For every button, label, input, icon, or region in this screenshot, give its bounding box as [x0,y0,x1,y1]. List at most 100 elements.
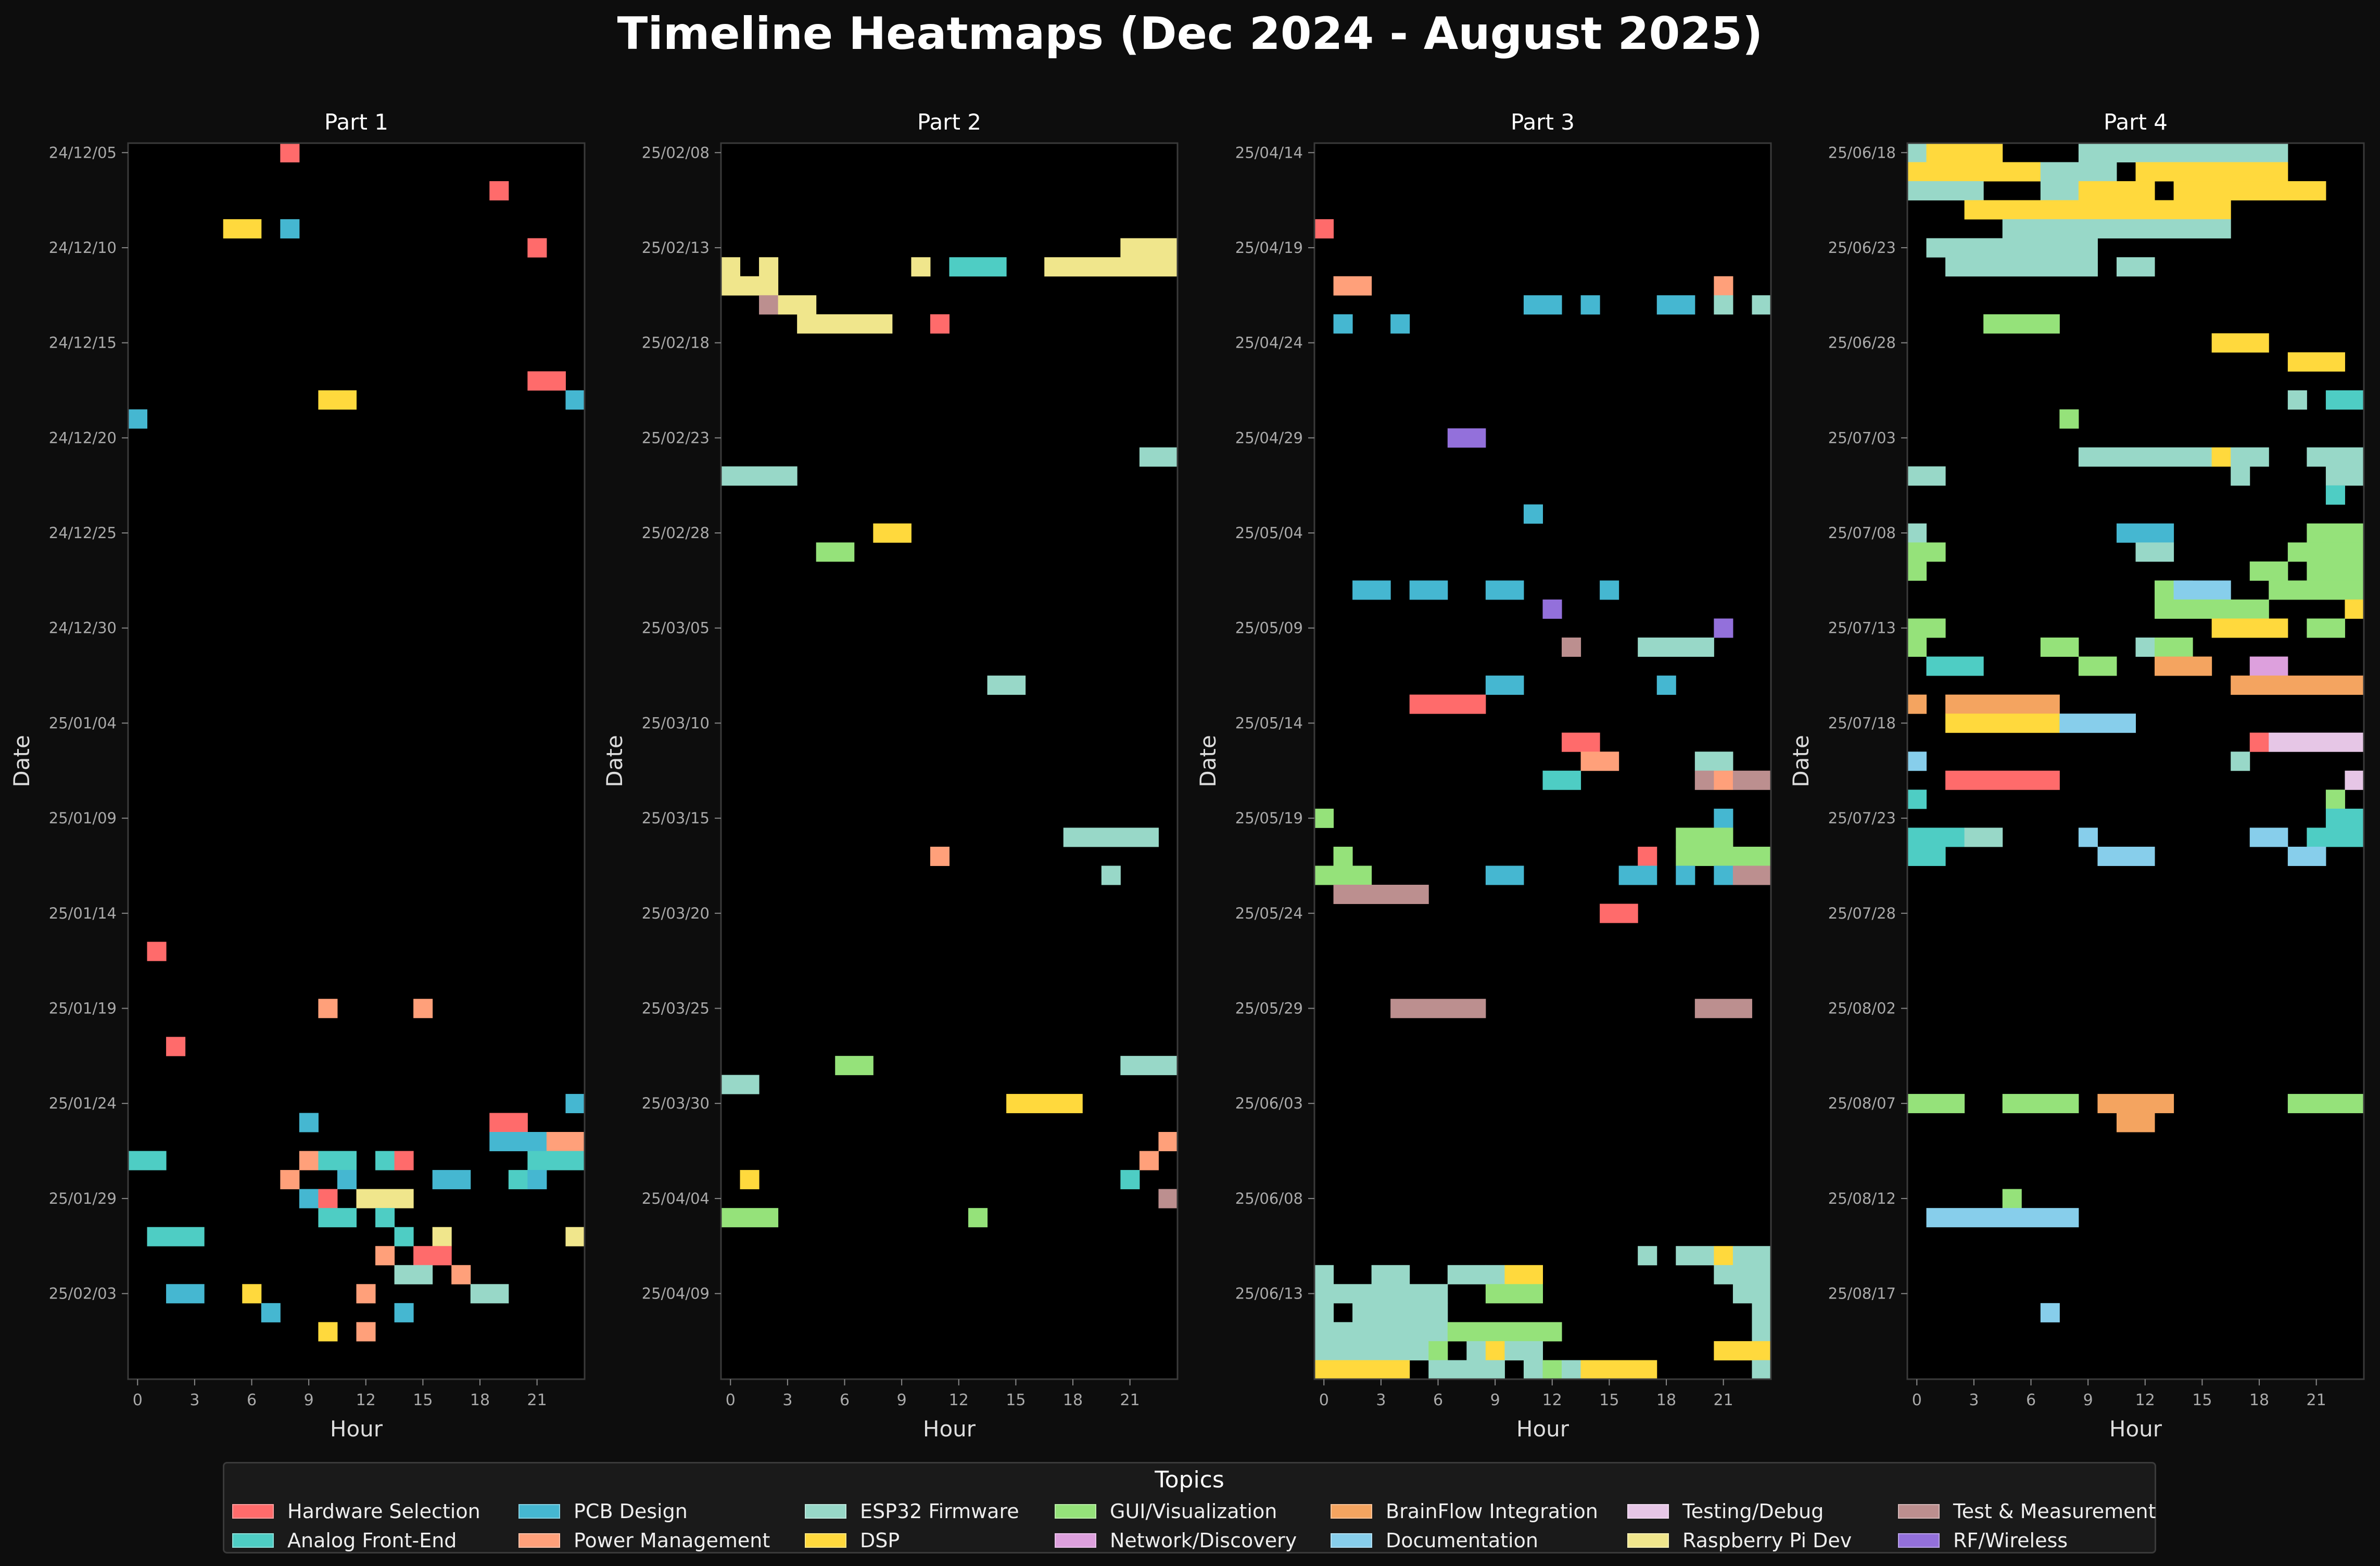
x-tick-label: 6 [840,1391,850,1409]
x-tick-label: 6 [2026,1391,2036,1409]
heatmap-cell [1907,846,1946,866]
heatmap-cell [2002,1093,2079,1113]
heatmap-cell [1964,827,2003,847]
heatmap-cell [1732,1284,1771,1304]
x-axis-label: Hour [330,1416,383,1442]
heatmap-cell [527,371,566,391]
heatmap-cell [721,1208,779,1228]
heatmap-cell [565,390,585,410]
heatmap-cell [1926,656,1984,676]
heatmap-cell [2211,333,2269,353]
heatmap-cell [394,1303,414,1322]
heatmap-cell [949,257,1007,277]
y-axis-label: Date [9,735,34,787]
heatmap-cell [1333,276,1372,296]
x-tick-label: 18 [470,1391,490,1409]
y-tick-label: 25/08/12 [1828,1190,1896,1207]
legend-item: Analog Front-End [232,1529,457,1552]
heatmap-cell [1333,314,1353,334]
legend-label: Network/Discovery [1110,1529,1297,1552]
heatmap-cell [2231,466,2250,486]
heatmap-cell [1139,1151,1159,1170]
heatmap-cell [356,1284,376,1304]
heatmap-cell [2307,447,2364,467]
y-axis-label: Date [1788,735,1814,787]
y-tick-label: 24/12/25 [49,524,117,542]
heatmap-cell [2325,390,2364,410]
x-tick-label: 3 [1376,1391,1386,1409]
heatmap-cell [1907,561,1927,581]
y-tick-label: 25/02/08 [642,144,710,161]
heatmap-cell [1732,1246,1771,1266]
panel-title: Part 3 [1511,109,1575,135]
y-tick-label: 25/05/19 [1235,809,1303,827]
heatmap-cell [721,257,741,277]
heatmap-cell [1907,827,1965,847]
heatmap-cell [1333,846,1353,866]
heatmap-cell [1333,885,1429,905]
heatmap-cell [2155,656,2212,676]
legend-label: DSP [860,1529,900,1552]
heatmap-cell [280,219,300,239]
plot-area [1907,143,2364,1379]
x-axis-label: Hour [1516,1416,1569,1442]
legend-item: Documentation [1331,1529,1538,1552]
y-tick-label: 24/12/30 [49,619,117,637]
heatmap-panel-4: Part 4 0 3 6 9 12 15 18 21 25/06/18 25/06/23 25/06/… [1788,109,2365,1442]
heatmap-cell [1945,694,2060,714]
y-tick-label: 25/01/09 [49,809,117,827]
x-axis-label: Hour [923,1416,976,1442]
x-tick-label: 3 [1969,1391,1979,1409]
legend-item: DSP [805,1529,900,1552]
heatmap-cell [375,1246,395,1266]
heatmap-cell [2249,732,2269,752]
heatmap-cell [2325,790,2345,809]
heatmap-cell [128,409,148,429]
heatmap-cell [280,143,300,163]
heatmap-cell [2269,580,2364,600]
heatmap-cell [394,1151,414,1170]
x-tick-label: 9 [897,1391,907,1409]
heatmap-cell [1945,257,2098,277]
legend-label: Documentation [1386,1529,1538,1552]
heatmap-cell [318,1208,357,1228]
heatmap-cell [2345,770,2364,790]
heatmap-cell [2325,808,2364,828]
heatmap-cell [318,1151,357,1170]
heatmap-cell [835,1055,873,1075]
y-tick-label: 25/07/28 [1828,905,1896,922]
heatmap-cell [1562,638,1581,657]
legend-swatch [1331,1533,1372,1548]
heatmap-cell [470,1284,509,1304]
heatmap-cell [318,1189,338,1208]
heatmap-cell [546,1132,585,1152]
heatmap-cell [968,1208,988,1228]
y-tick-label: 25/05/24 [1235,905,1303,922]
y-tick-label: 25/06/23 [1828,239,1896,257]
y-tick-label: 24/12/10 [49,239,117,257]
heatmap-cell [1752,1360,1771,1380]
heatmap-cell [1504,1265,1543,1284]
y-tick-label: 25/02/23 [642,429,710,447]
heatmap-cell [1638,846,1657,866]
heatmap-cell [2287,846,2326,866]
heatmap-cell [2231,447,2269,467]
heatmap-cell [1485,676,1524,695]
y-tick-label: 25/06/28 [1828,334,1896,352]
heatmap-cell [1580,1360,1657,1380]
legend-swatch [1898,1504,1940,1519]
y-tick-label: 25/04/19 [1235,239,1303,257]
heatmap-cell [1562,732,1600,752]
y-tick-label: 25/02/18 [642,334,710,352]
heatmap-cell [1714,618,1733,638]
panel-title: Part 1 [324,109,388,135]
x-tick-label: 18 [2249,1391,2269,1409]
x-tick-label: 15 [1599,1391,1619,1409]
heatmap-cell [1390,999,1486,1018]
heatmap-cell [299,1113,319,1132]
x-tick-label: 21 [1120,1391,1140,1409]
heatmap-cell [1714,1265,1771,1284]
y-tick-label: 25/06/13 [1235,1285,1303,1303]
plot-frame [127,142,586,1380]
heatmap-cell [1714,1246,1733,1266]
